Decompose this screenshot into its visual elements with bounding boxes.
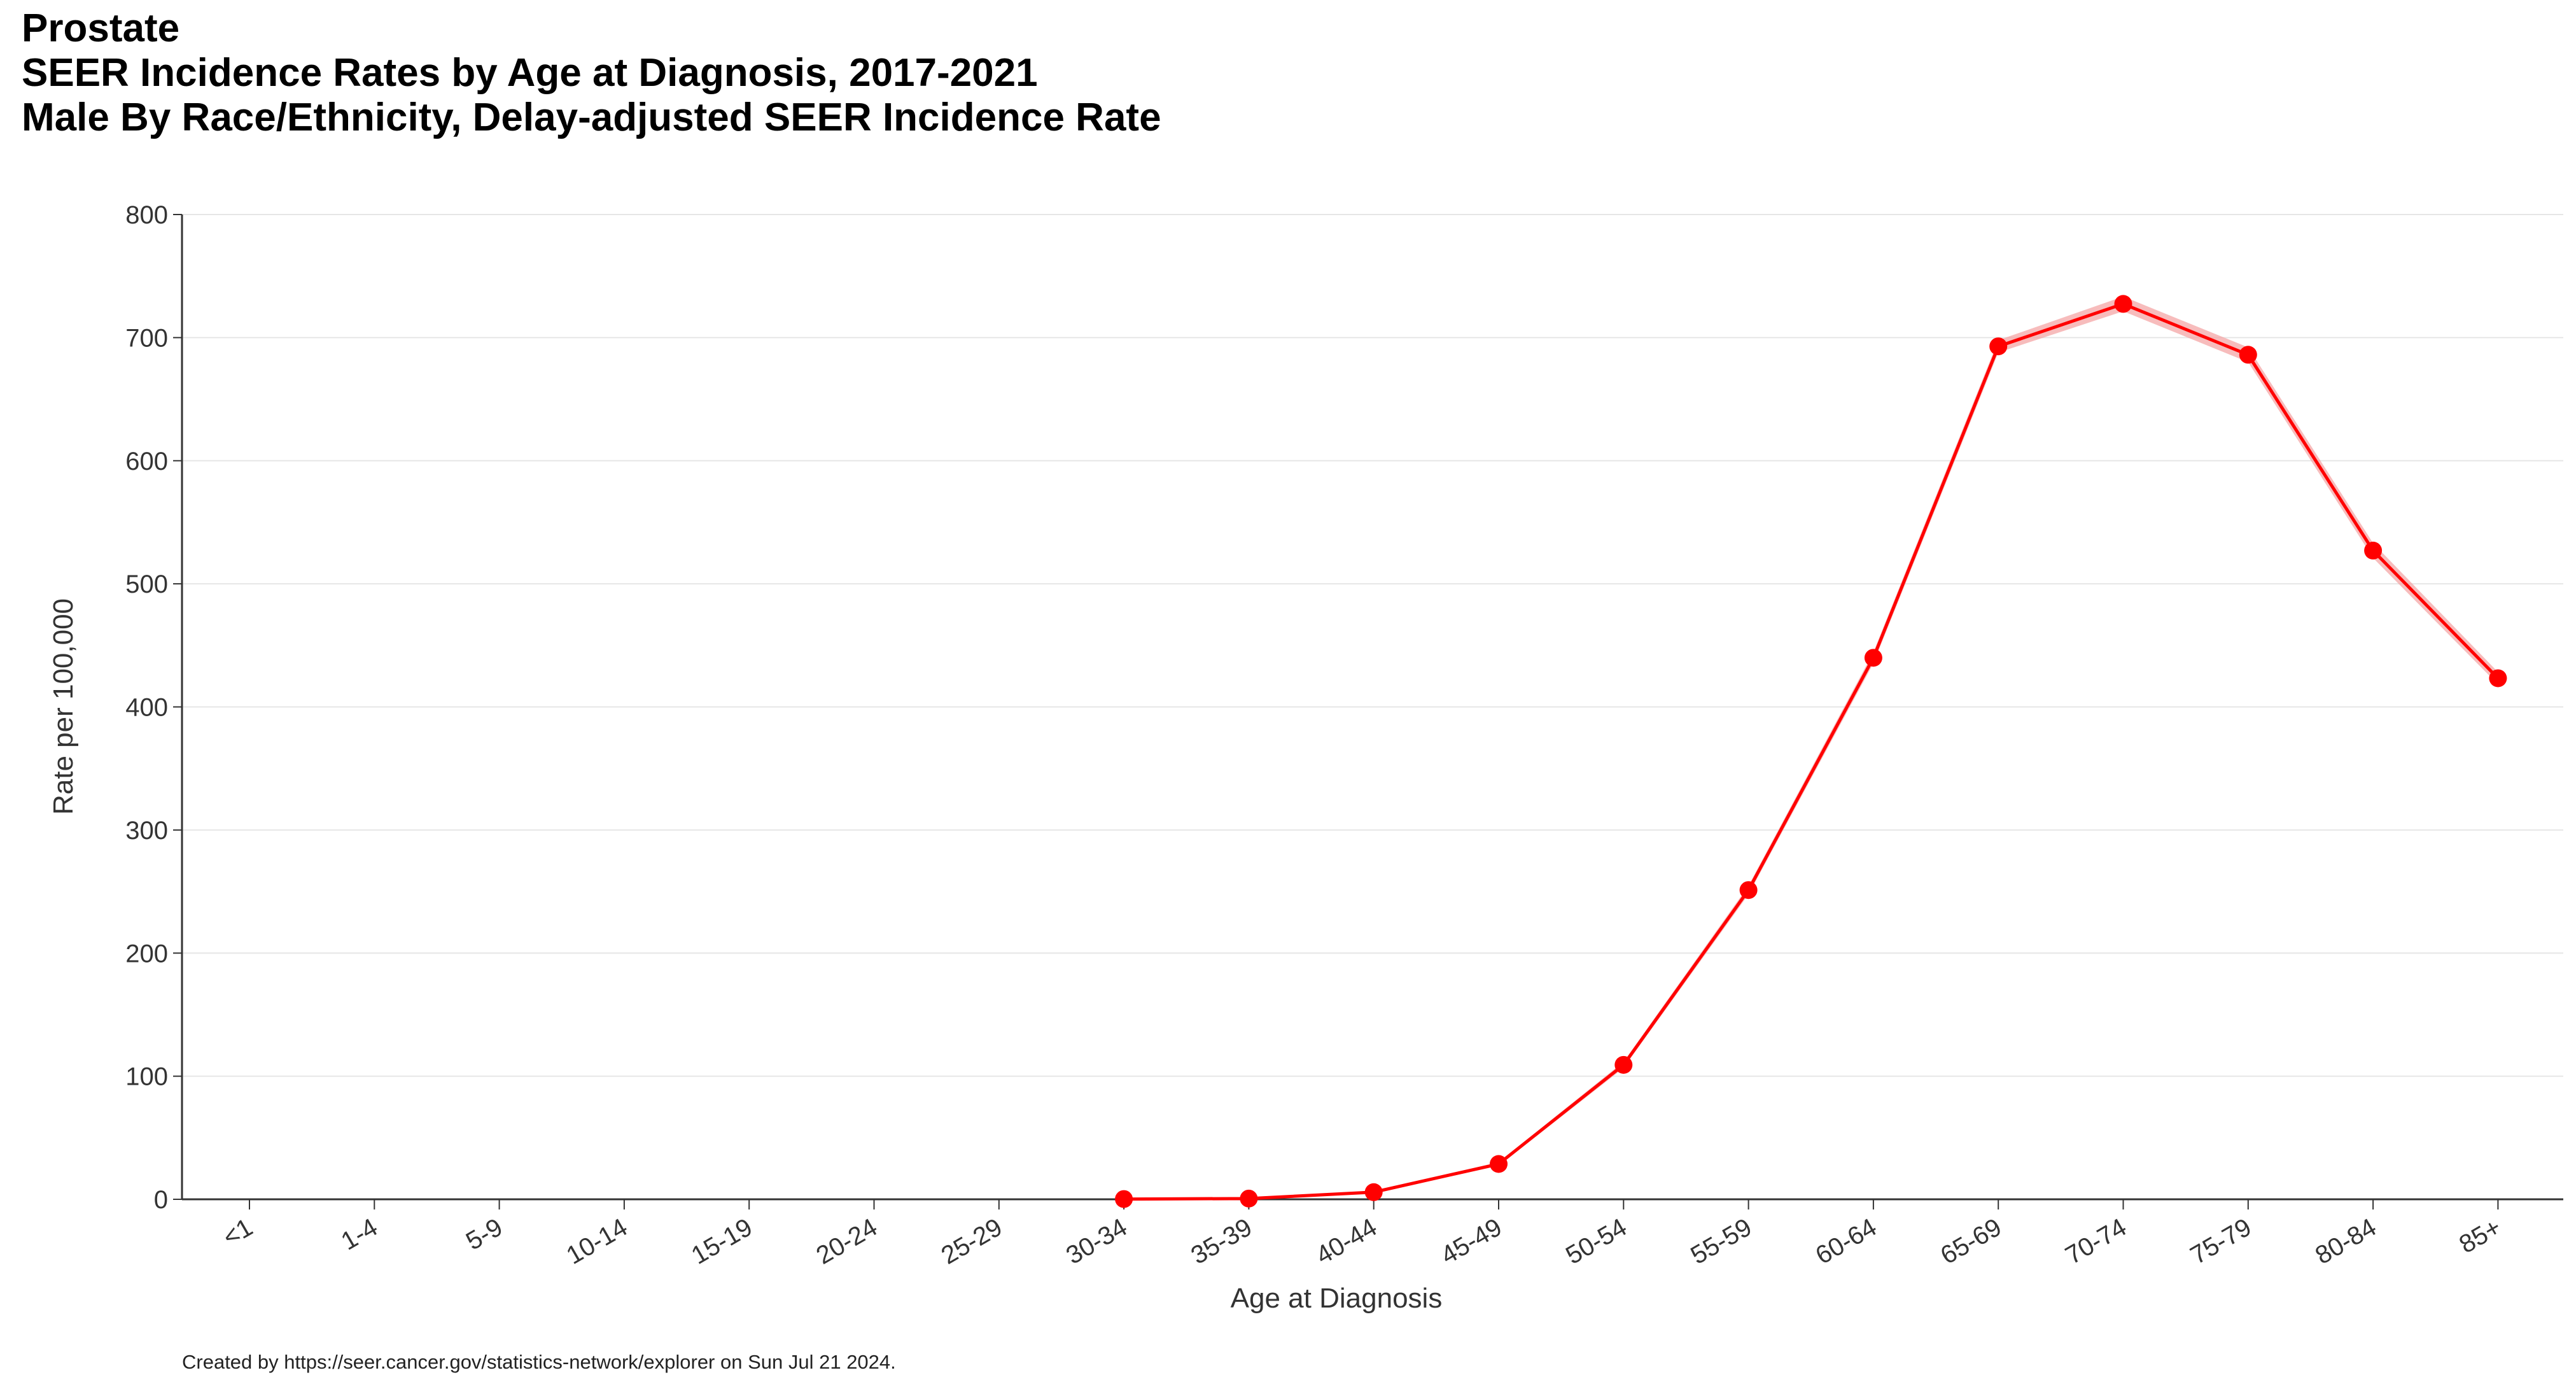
data-point-75-79[interactable] <box>2239 346 2257 364</box>
x-tick-label: 75-79 <box>2186 1213 2257 1270</box>
x-tick-label: 50-54 <box>1561 1213 1632 1270</box>
data-point-80-84[interactable] <box>2364 541 2383 560</box>
y-tick-label: 200 <box>125 940 168 968</box>
x-axis-label: Age at Diagnosis <box>1231 1283 1443 1314</box>
y-tick-label: 800 <box>125 201 168 229</box>
y-tick-label: 600 <box>125 448 168 476</box>
x-tick-label: 40-44 <box>1312 1213 1382 1270</box>
x-tick-label: 85+ <box>2454 1213 2506 1259</box>
chart-subtitle-2: Male By Race/Ethnicity, Delay-adjusted S… <box>22 95 1161 139</box>
chart-title: Prostate <box>22 6 180 50</box>
data-point-65-69[interactable] <box>1989 337 2008 356</box>
x-tick-label: 30-34 <box>1061 1213 1132 1270</box>
x-tick-label: 20-24 <box>811 1213 882 1270</box>
x-tick-label: 1-4 <box>337 1213 382 1256</box>
data-point-30-34[interactable] <box>1115 1190 1133 1208</box>
data-point-40-44[interactable] <box>1364 1183 1383 1201</box>
x-tick-label: 65-69 <box>1936 1213 2006 1270</box>
series-points[interactable] <box>1115 295 2507 1208</box>
y-ticks: 0 100 200 300 400 500 600 700 800 <box>125 201 182 1214</box>
x-tick-label: 5-9 <box>461 1213 507 1256</box>
chart-subtitle: SEER Incidence Rates by Age at Diagnosis… <box>22 51 1038 95</box>
gridlines <box>182 214 2563 1077</box>
chart-titles: Prostate SEER Incidence Rates by Age at … <box>22 6 1161 140</box>
series-line <box>1124 302 2500 1201</box>
y-tick-label: 300 <box>125 817 168 845</box>
data-point-55-59[interactable] <box>1739 881 1758 899</box>
x-tick-label: 45-49 <box>1436 1213 1507 1270</box>
y-tick-label: 0 <box>154 1186 168 1214</box>
confidence-band <box>1124 296 2498 1199</box>
x-ticks: <1 1-4 5-9 10-14 15-19 20-24 25-29 30-34 35-39 40… <box>218 1199 2506 1270</box>
y-axis-label: Rate per 100,000 <box>48 598 79 815</box>
data-point-35-39[interactable] <box>1240 1189 1258 1208</box>
data-point-70-74[interactable] <box>2114 295 2132 313</box>
data-point-60-64[interactable] <box>1864 649 1882 667</box>
x-tick-label: 25-29 <box>937 1213 1007 1270</box>
x-tick-label: 35-39 <box>1186 1213 1257 1270</box>
x-tick-label: 60-64 <box>1811 1213 1882 1270</box>
series-line-path <box>1124 302 2500 1201</box>
data-point-85+[interactable] <box>2489 669 2507 687</box>
y-tick-label: 500 <box>125 570 168 598</box>
x-tick-label: <1 <box>218 1213 257 1252</box>
x-tick-label: 10-14 <box>562 1213 633 1270</box>
x-tick-label: 55-59 <box>1686 1213 1756 1270</box>
y-tick-label: 100 <box>125 1063 168 1091</box>
x-tick-label: 70-74 <box>2061 1213 2131 1270</box>
confidence-band-area <box>1124 296 2498 1199</box>
footer-credit: Created by https://seer.cancer.gov/stati… <box>182 1351 896 1373</box>
x-tick-label: 80-84 <box>2311 1213 2381 1270</box>
data-point-50-54[interactable] <box>1614 1055 1633 1074</box>
y-tick-label: 400 <box>125 694 168 722</box>
y-tick-label: 700 <box>125 324 168 352</box>
data-point-45-49[interactable] <box>1490 1155 1508 1173</box>
x-tick-label: 15-19 <box>687 1213 757 1270</box>
